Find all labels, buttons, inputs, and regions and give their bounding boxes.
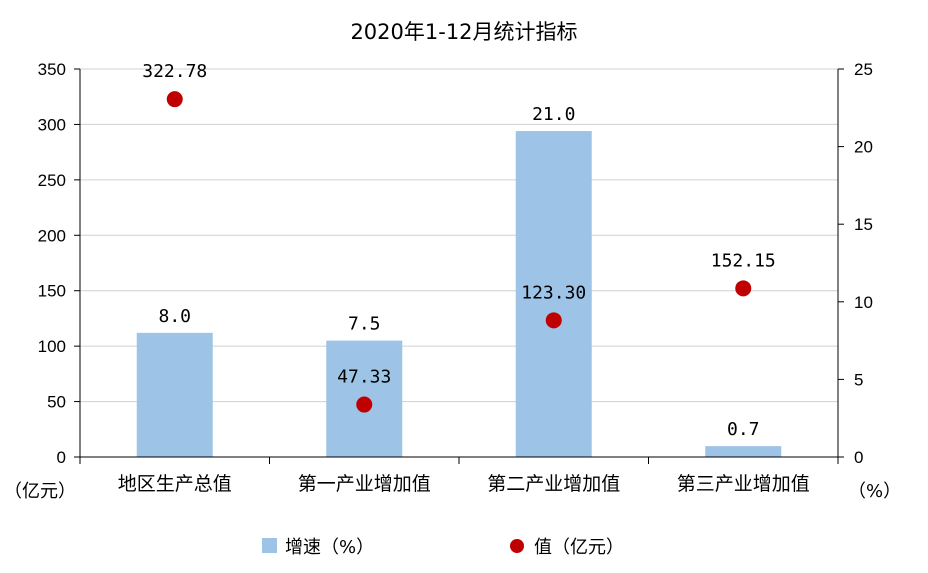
bar-data-label: 8.0 bbox=[158, 306, 191, 327]
legend-swatch-dot bbox=[510, 539, 524, 553]
bar bbox=[515, 131, 592, 457]
bar-data-label: 0.7 bbox=[727, 419, 760, 440]
point-data-label: 47.33 bbox=[337, 367, 391, 388]
y-right-tick-label: 20 bbox=[854, 138, 873, 157]
bar-series bbox=[136, 131, 782, 457]
x-category-label: 地区生产总值 bbox=[118, 473, 232, 495]
y-right-tick-label: 5 bbox=[854, 370, 863, 389]
chart-title: 2020年1-12月统计指标 bbox=[350, 20, 577, 44]
point-data-label: 123.30 bbox=[521, 282, 586, 303]
data-point bbox=[545, 312, 562, 329]
y-right-tick-label: 0 bbox=[854, 448, 863, 467]
y-left-tick-label: 0 bbox=[57, 448, 66, 467]
y-right-tick-label: 10 bbox=[854, 293, 873, 312]
data-point bbox=[166, 91, 183, 108]
bar-data-label: 21.0 bbox=[532, 104, 575, 125]
legend-label: 值（亿元） bbox=[534, 537, 624, 558]
x-category-label: 第二产业增加值 bbox=[487, 473, 620, 495]
bar bbox=[705, 446, 782, 457]
point-data-label: 322.78 bbox=[142, 61, 207, 82]
x-category-label: 第三产业增加值 bbox=[677, 473, 810, 495]
data-labels: 8.0 7.5 21.0 0.7 322.78 47.33 123.30 152.15 bbox=[142, 61, 776, 440]
y-right-tick-label: 25 bbox=[854, 60, 873, 79]
y-left-tick-label: 100 bbox=[38, 337, 66, 356]
bar-data-label: 7.5 bbox=[348, 314, 381, 335]
y-left-tick-label: 50 bbox=[47, 393, 66, 412]
legend-swatch-bar bbox=[262, 538, 277, 553]
data-point bbox=[735, 280, 752, 297]
y-right-tick-label: 15 bbox=[854, 215, 873, 234]
legend-label: 增速（%） bbox=[285, 537, 374, 558]
data-point bbox=[356, 396, 373, 413]
point-data-label: 152.15 bbox=[711, 250, 776, 271]
y-left-tick-label: 350 bbox=[38, 60, 66, 79]
y-right-unit-label: （%） bbox=[848, 481, 901, 502]
x-category-label: 第一产业增加值 bbox=[298, 473, 431, 495]
y-left-tick-label: 250 bbox=[38, 171, 66, 190]
y-left-unit-label: （亿元） bbox=[4, 481, 76, 502]
y-left-tick-label: 200 bbox=[38, 226, 66, 245]
y-left-tick-label: 300 bbox=[38, 115, 66, 134]
bar bbox=[136, 332, 213, 457]
dot-series bbox=[166, 91, 752, 413]
legend: 增速（%） 值（亿元） bbox=[262, 537, 624, 558]
axes: 0 50 100 150 200 250 300 350 0 5 10 15 20 25 地区生产总值 第一产… bbox=[38, 60, 873, 495]
y-left-tick-label: 150 bbox=[38, 282, 66, 301]
